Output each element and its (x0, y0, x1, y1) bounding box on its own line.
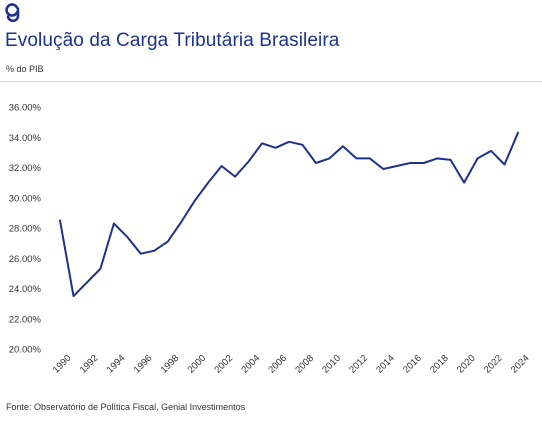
x-tick-label: 2004 (239, 353, 262, 376)
source-note: Fonte: Observatório de Política Fiscal, … (6, 402, 246, 412)
y-tick-label: 32.00% (9, 163, 42, 174)
x-tick-label: 2010 (320, 353, 343, 376)
x-tick-label: 2016 (401, 353, 424, 376)
x-tick-label: 2002 (213, 353, 236, 376)
series-line (59, 131, 519, 298)
x-tick-label: 1992 (78, 353, 101, 376)
x-tick-label: 2022 (482, 353, 505, 376)
chart-title: Evolução da Carga Tributária Brasileira (5, 30, 340, 51)
y-tick-label: 28.00% (9, 224, 42, 235)
x-tick-label: 1994 (105, 353, 128, 376)
x-tick-label: 2024 (509, 353, 532, 376)
y-tick-label: 30.00% (9, 193, 42, 204)
x-tick-label: 2008 (293, 353, 316, 376)
y-tick-label: 34.00% (9, 133, 42, 144)
x-tick-label: 2006 (266, 353, 289, 376)
header-divider (0, 81, 542, 82)
y-tick-label: 22.00% (9, 314, 42, 325)
y-tick-label: 36.00% (9, 103, 42, 114)
x-tick-label: 2000 (186, 353, 209, 376)
x-tick-label: 1998 (159, 353, 182, 376)
x-tick-label: 1990 (51, 353, 74, 376)
chart-unit-label: % do PIB (6, 64, 44, 74)
y-tick-label: 24.00% (9, 284, 42, 295)
x-tick-label: 2012 (347, 353, 370, 376)
genial-logo-icon (5, 3, 20, 22)
x-tick-label: 1996 (132, 353, 155, 376)
x-tick-label: 2018 (428, 353, 451, 376)
x-tick-label: 2014 (374, 353, 397, 376)
y-tick-label: 26.00% (9, 254, 42, 265)
y-tick-label: 20.00% (9, 345, 42, 356)
x-tick-label: 2020 (455, 353, 478, 376)
